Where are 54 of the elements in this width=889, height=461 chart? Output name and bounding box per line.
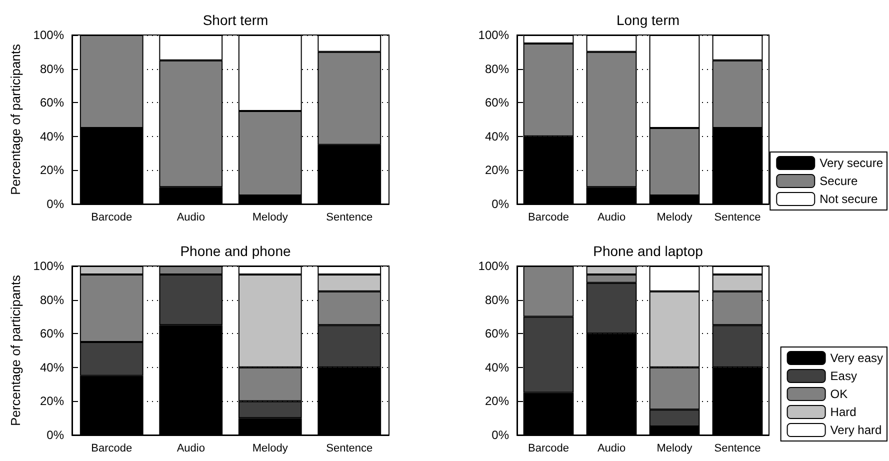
legend-label: Secure <box>820 174 858 188</box>
y-tick-label: 60% <box>40 326 64 341</box>
chart-title: Phone and phone <box>180 243 291 259</box>
y-tick-label: 40% <box>40 360 64 374</box>
y-tick-label: 20% <box>484 394 510 408</box>
chart-title: Phone and laptop <box>593 243 704 259</box>
y-tick-label: 100% <box>33 28 64 42</box>
legend-label: OK <box>830 387 848 401</box>
chart-title: Short term <box>202 12 268 28</box>
x-tick-label: Melody <box>656 442 693 454</box>
legend-label: Very hard <box>830 423 882 437</box>
y-tick-label: 100% <box>478 259 510 273</box>
y-axis-title: Percentage of participants <box>8 274 23 426</box>
y-tick-label: 80% <box>40 62 64 76</box>
y-axis-title: Percentage of participants <box>8 43 23 196</box>
y-tick-label: 0% <box>492 197 510 211</box>
x-tick-label: Sentence <box>714 442 761 454</box>
x-tick-label: Sentence <box>326 442 373 454</box>
y-tick-label: 40% <box>484 129 510 144</box>
x-tick-label: Audio <box>176 212 205 224</box>
legend-label: Easy <box>830 369 857 383</box>
y-tick-label: 20% <box>484 163 510 178</box>
y-tick-label: 20% <box>40 394 64 408</box>
y-tick-label: 0% <box>492 428 510 442</box>
legend-label: Very secure <box>820 156 884 170</box>
y-tick-label: 60% <box>40 96 64 110</box>
x-tick-label: Audio <box>176 442 205 454</box>
y-tick-label: 100% <box>33 259 64 273</box>
y-tick-label: 0% <box>46 428 64 442</box>
x-tick-label: Barcode <box>91 212 132 224</box>
y-tick-label: 20% <box>40 163 64 178</box>
legend-label: Very easy <box>830 351 884 365</box>
y-tick-label: 40% <box>40 129 64 144</box>
legend-label: Hard <box>830 405 856 419</box>
legend-label: Not secure <box>820 192 878 206</box>
x-tick-label: Sentence <box>326 212 373 224</box>
x-tick-label: Audio <box>597 442 626 454</box>
x-tick-label: Melody <box>252 442 288 454</box>
y-tick-label: 80% <box>40 292 64 307</box>
y-tick-label: 60% <box>484 96 510 110</box>
y-tick-label: 80% <box>484 292 510 307</box>
x-tick-label: Melody <box>252 212 288 224</box>
x-tick-label: Sentence <box>714 212 761 224</box>
x-tick-label: Barcode <box>528 212 569 224</box>
x-tick-label: Barcode <box>91 442 132 454</box>
y-tick-label: 100% <box>478 28 510 42</box>
y-tick-label: 0% <box>46 197 64 211</box>
x-tick-label: Melody <box>656 212 693 224</box>
x-tick-label: Barcode <box>528 442 569 454</box>
chart-title: Long term <box>616 12 680 28</box>
y-tick-label: 60% <box>484 326 510 341</box>
y-tick-label: 40% <box>484 360 510 374</box>
y-tick-label: 80% <box>484 62 510 76</box>
x-tick-label: Audio <box>597 212 626 224</box>
